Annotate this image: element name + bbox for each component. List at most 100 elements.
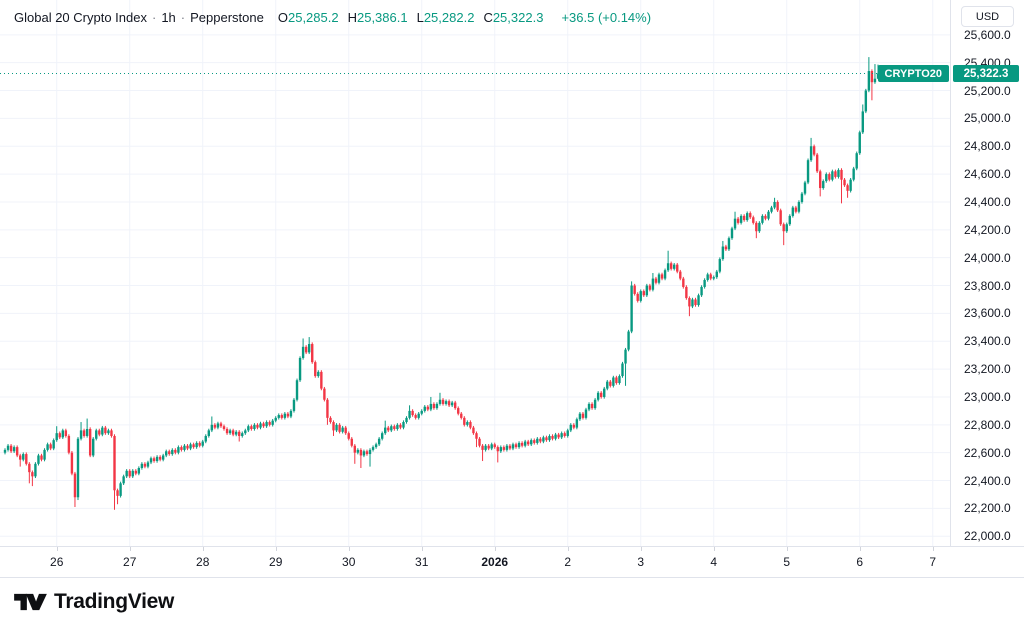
candle-body	[189, 444, 192, 449]
time-tick-mark	[859, 547, 861, 551]
price-tick-label: 22,800.0	[964, 417, 1011, 432]
candle-body	[578, 413, 582, 420]
interval-label[interactable]: 1h	[161, 10, 176, 25]
candle-body	[177, 447, 180, 453]
price-tick-label: 22,000.0	[964, 529, 1011, 544]
candle-body	[222, 426, 226, 429]
candle-body	[101, 427, 104, 435]
time-tick-label: 28	[196, 555, 210, 569]
footer-bar: TradingView	[0, 578, 1024, 631]
candle-body	[718, 259, 722, 272]
candle-body	[460, 413, 463, 418]
candle-body	[627, 331, 630, 350]
candle-body	[289, 410, 293, 417]
candle-body	[140, 463, 144, 468]
candle-body	[204, 435, 207, 442]
candle-body	[788, 215, 791, 225]
candle-body	[76, 438, 80, 498]
current-price-value: 25,322.3	[963, 67, 1009, 80]
candle-body	[161, 455, 165, 460]
candle-body	[752, 217, 755, 223]
candle-body	[596, 392, 600, 400]
candle-body	[323, 388, 326, 400]
candle-body	[34, 463, 37, 477]
time-tick-label: 31	[415, 555, 429, 569]
current-price-badge: 25,322.3	[953, 65, 1019, 82]
time-axis[interactable]: 26 27 28 29 30 31 2026 2 3 4 5 6 7	[0, 546, 1024, 578]
candle-body	[22, 454, 25, 460]
time-tick-label: 6	[856, 555, 864, 569]
candle-body	[49, 444, 52, 449]
candle-body	[82, 430, 86, 436]
candle-body	[387, 427, 390, 431]
candle-body	[530, 440, 533, 445]
candle-body	[815, 154, 819, 172]
candle-body	[341, 427, 344, 432]
candle-body	[679, 271, 682, 279]
candle-body	[557, 434, 560, 438]
candle-body	[873, 78, 877, 83]
provider-label[interactable]: Pepperstone	[190, 10, 264, 25]
candle-body	[742, 215, 746, 221]
candle-body	[660, 274, 664, 279]
candle-body	[706, 274, 709, 280]
price-axis[interactable]: USD 25,600.0 25,400.0 25,200.0 25,000.0 24,8…	[950, 0, 1024, 578]
chart-canvas[interactable]: CRYPTO20	[0, 0, 950, 546]
candle-body	[329, 417, 332, 423]
currency-selector[interactable]: USD	[961, 6, 1014, 27]
high-label: H	[347, 10, 357, 25]
symbol-price-badge: CRYPTO20	[877, 65, 949, 82]
candle-body	[746, 213, 749, 221]
candle-body	[508, 445, 512, 449]
candle-body	[837, 169, 840, 177]
tradingview-logo-link[interactable]: TradingView	[14, 590, 174, 614]
candle-body	[213, 424, 217, 428]
low-label: L	[416, 10, 424, 25]
candle-body	[131, 470, 134, 477]
time-tick-label: 2	[564, 555, 572, 569]
candle-body	[420, 410, 423, 414]
candle-body	[314, 362, 317, 377]
candle-body	[46, 444, 49, 450]
candle-body	[155, 456, 159, 462]
time-tick-mark	[421, 547, 423, 551]
candle-body	[843, 179, 846, 186]
close-value: 25,322.3	[492, 10, 544, 25]
candle-body	[265, 422, 268, 427]
candle-body	[256, 424, 259, 428]
time-tick-mark	[567, 547, 569, 551]
candle-body	[411, 410, 414, 416]
candle-body	[301, 346, 305, 358]
candle-body	[828, 174, 831, 180]
candle-body	[606, 381, 609, 389]
candle-body	[6, 445, 10, 450]
candle-body	[688, 298, 691, 307]
candle-body	[761, 215, 764, 223]
candle-body	[864, 90, 868, 112]
candle-body	[149, 458, 153, 463]
candle-body	[493, 444, 496, 448]
candle-body	[19, 455, 22, 460]
candle-body	[405, 417, 408, 423]
candle-body	[73, 473, 77, 498]
candle-body	[618, 376, 621, 384]
candle-body	[450, 402, 454, 406]
candle-body	[195, 442, 198, 448]
price-tick-label: 23,600.0	[964, 306, 1011, 321]
symbol-title[interactable]: Global 20 Crypto Index	[14, 10, 147, 25]
tradingview-logo-icon	[14, 593, 47, 611]
candle-body	[484, 445, 487, 450]
open-label: O	[277, 10, 288, 25]
time-tick-label: 4	[710, 555, 718, 569]
candle-body	[840, 169, 843, 180]
candle-body	[280, 415, 284, 418]
candle-body	[311, 344, 314, 363]
candle-body	[572, 424, 576, 428]
candle-body	[587, 403, 591, 410]
open-value: 25,285.2	[287, 10, 339, 25]
price-tick-label: 23,000.0	[964, 389, 1011, 404]
price-tick-label: 24,600.0	[964, 167, 1011, 182]
time-tick-label: 29	[269, 555, 283, 569]
candle-body	[831, 171, 834, 180]
